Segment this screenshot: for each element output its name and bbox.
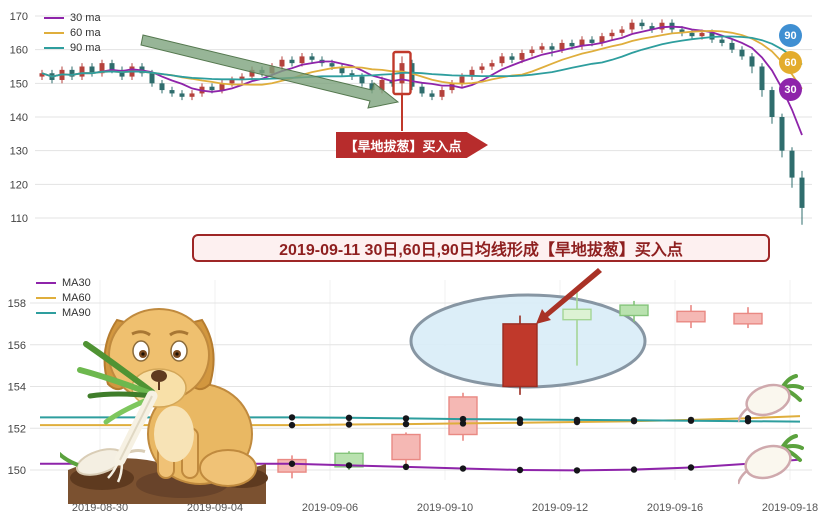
top-grid: 110 120 130 140 150 160 170 <box>10 11 812 225</box>
turnip-icon <box>738 374 804 423</box>
svg-text:160: 160 <box>10 45 28 57</box>
ma-marker-dot <box>402 415 410 422</box>
buy-point-ribbon: 【旱地拔葱】买入点 <box>336 132 488 158</box>
ma90-line-swatch <box>36 312 56 314</box>
legend-item-30ma: 30 ma <box>44 12 101 24</box>
legend-label: 60 ma <box>70 27 101 39</box>
svg-text:2019-09-16: 2019-09-16 <box>647 502 703 514</box>
ma30-line-swatch <box>44 17 64 19</box>
svg-text:156: 156 <box>8 340 26 352</box>
svg-text:140: 140 <box>10 112 28 124</box>
legend-item-90ma: 90 ma <box>44 42 101 54</box>
ma90-badge: 90 <box>779 24 802 47</box>
ma-marker-dot <box>687 464 695 471</box>
ma60-badge: 60 <box>779 51 802 74</box>
top-ma-line <box>41 35 803 81</box>
ma-marker-dot <box>459 415 467 423</box>
bottom-legend: MA30 MA60 MA90 <box>36 277 91 319</box>
ma-marker-dot <box>516 466 524 474</box>
svg-text:120: 120 <box>10 179 28 191</box>
ma-marker-dot <box>630 466 638 473</box>
ma-marker-dot <box>288 460 296 467</box>
banner-arrow <box>536 268 602 324</box>
svg-text:2019-09-18: 2019-09-18 <box>762 502 818 514</box>
legend-label: 90 ma <box>70 42 101 54</box>
dog-body <box>147 383 257 487</box>
top-candles <box>39 19 805 225</box>
legend-item-ma30: MA30 <box>36 277 91 289</box>
svg-text:2019-09-12: 2019-09-12 <box>532 502 588 514</box>
svg-text:154: 154 <box>8 382 26 394</box>
top-chart-svg: 110 120 130 140 150 160 170 <box>10 11 812 225</box>
top-ma-line <box>41 25 803 136</box>
legend-item-ma60: MA60 <box>36 292 91 304</box>
ma-marker-dot <box>687 417 695 424</box>
bottom-candles <box>277 288 763 479</box>
ma90-line-swatch <box>44 47 64 49</box>
svg-text:2019-09-10: 2019-09-10 <box>417 502 473 514</box>
ma-marker-dot <box>516 416 524 423</box>
legend-label: MA30 <box>62 277 91 289</box>
turnip-icon <box>738 434 804 485</box>
ma60-line-swatch <box>36 297 56 299</box>
ma60-line-swatch <box>44 32 64 34</box>
legend-item-60ma: 60 ma <box>44 27 101 39</box>
ma-marker-dot <box>345 462 353 469</box>
svg-text:152: 152 <box>8 423 26 435</box>
ma-marker-dot <box>573 467 581 474</box>
svg-text:150: 150 <box>8 465 26 477</box>
ma30-badge: 30 <box>779 78 802 101</box>
ma-marker-dot <box>288 421 296 429</box>
svg-text:2019-08-30: 2019-08-30 <box>72 502 128 514</box>
scallion-bundle <box>77 341 158 483</box>
svg-text:158: 158 <box>8 298 26 310</box>
ma-marker-dot <box>402 420 410 428</box>
svg-text:2019-09-06: 2019-09-06 <box>302 502 358 514</box>
svg-text:130: 130 <box>10 146 28 158</box>
svg-text:170: 170 <box>10 11 28 23</box>
turnip-icons <box>738 374 804 485</box>
dog-illustration <box>60 308 268 504</box>
svg-text:110: 110 <box>10 213 28 225</box>
legend-label: 30 ma <box>70 12 101 24</box>
legend-label: MA60 <box>62 292 91 304</box>
ma-marker-dot <box>573 416 581 424</box>
svg-text:150: 150 <box>10 78 28 90</box>
ma-marker-dot <box>630 417 638 424</box>
legend-item-ma90: MA90 <box>36 307 91 319</box>
ma-marker-dot <box>459 420 467 427</box>
bottom-chart-svg: 2019-08-30 2019-09-04 2019-09-06 2019-09-10… <box>8 268 818 514</box>
green-trend-arrow <box>140 34 400 109</box>
title-banner: 2019-09-11 30日,60日,90日均线形成【旱地拔葱】买入点 <box>192 234 770 262</box>
ma-marker-dot <box>744 417 752 425</box>
ma-marker-dot <box>345 421 353 428</box>
legend-label: MA90 <box>62 307 91 319</box>
ma-marker-dot <box>288 414 296 421</box>
svg-text:2019-09-04: 2019-09-04 <box>187 502 243 514</box>
top-legend: 30 ma 60 ma 90 ma <box>44 12 101 54</box>
ma-marker-dot <box>402 463 410 471</box>
ma-marker-dot <box>345 414 353 422</box>
ma30-line-swatch <box>36 282 56 284</box>
ma-marker-dot <box>459 465 467 472</box>
